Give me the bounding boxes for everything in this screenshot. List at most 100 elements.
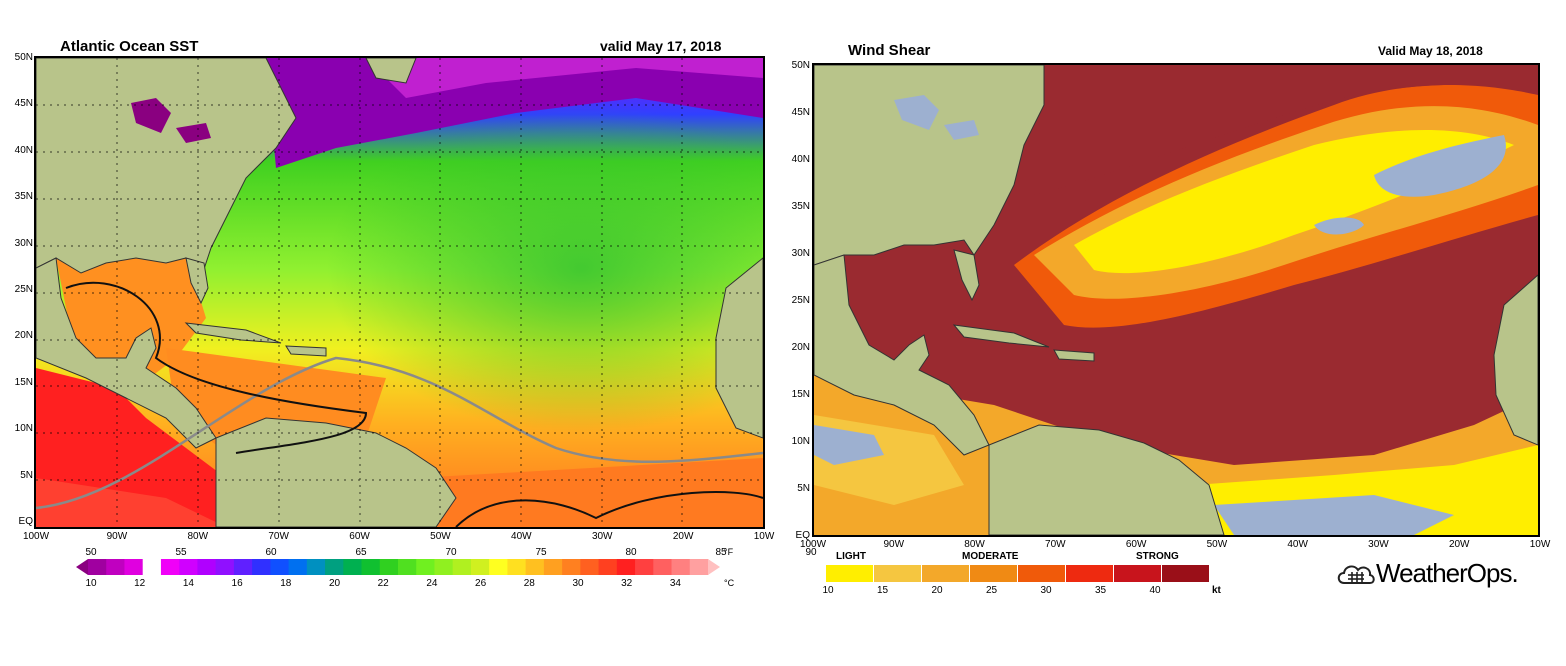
sst-lon-label: 80W <box>187 531 209 542</box>
sst-colorbar-bin <box>470 559 490 575</box>
sst-f-tick-label: 85 <box>715 547 727 558</box>
shear-tick-label: 30 <box>1040 585 1052 596</box>
sst-colorbar-bin <box>124 559 144 575</box>
sst-lat-label: 50N <box>14 52 33 63</box>
sst-c-tick-label: 30 <box>572 578 584 589</box>
sst-colorbar-bin <box>416 559 435 575</box>
sst-lat-label: 30N <box>14 237 33 249</box>
shear-category-moderate: MODERATE <box>962 551 1019 562</box>
sst-lon-label: 100W <box>22 531 50 542</box>
sst-colorbar-bin <box>142 559 162 575</box>
shear-lon-label: 60W <box>1125 539 1147 550</box>
sst-lon-label: 60W <box>349 531 370 542</box>
sst-colorbar-bin <box>543 559 563 575</box>
shear-valid-date: Valid May 18, 2018 <box>1378 44 1483 58</box>
sst-colorbar-bin <box>325 559 344 575</box>
sst-colorbar-bin <box>160 559 180 575</box>
sst-colorbar-bin <box>197 559 217 575</box>
shear-category-light: LIGHT <box>836 551 866 562</box>
sst-colorbar-bin <box>507 559 527 575</box>
sst-colorbar-bin <box>179 559 198 575</box>
weatherops-logo-text: WeatherOps. <box>1376 558 1519 588</box>
shear-title: Wind Shear <box>848 42 931 59</box>
sst-colorbar-bin <box>361 559 381 575</box>
shear-colorbar-bin <box>1066 565 1113 582</box>
shear-colorbar-bin <box>1114 565 1161 582</box>
sst-colorbar-bin <box>562 559 581 575</box>
sst-lon-label: 90W <box>106 531 128 542</box>
sst-colorbar-bin <box>653 559 673 575</box>
shear-lon-label: 30W <box>1368 539 1389 550</box>
shear-lon-label: 70W <box>1045 539 1066 550</box>
shear-colorbar <box>826 565 1209 582</box>
shear-colorbar-bin <box>922 565 969 582</box>
sst-f-tick-label: 60 <box>265 547 277 558</box>
sst-colorbar-bin <box>343 559 363 575</box>
sst-c-tick-label: 28 <box>523 578 535 589</box>
sst-colorbar-bin <box>252 559 271 575</box>
shear-tick-label: 40 <box>1149 585 1161 596</box>
shear-colorbar-bin <box>970 565 1017 582</box>
sst-lat-label: 35N <box>14 191 33 203</box>
sst-colorbar-min-arrow <box>76 559 88 575</box>
sst-colorbar-bin <box>88 559 107 575</box>
sst-lon-label: 20W <box>672 531 694 542</box>
sst-colorbar-bin <box>671 559 691 575</box>
shear-lat-label: 50N <box>791 60 810 71</box>
sst-title: Atlantic Ocean SST <box>60 38 199 55</box>
shear-map <box>812 63 1540 537</box>
sst-lat-label: 20N <box>14 330 33 342</box>
shear-tick-label: 10 <box>822 585 834 596</box>
sst-lon-label: 30W <box>591 531 613 542</box>
shear-colorbar-bin <box>1162 565 1209 582</box>
sst-colorbar-max-arrow <box>708 559 720 575</box>
sst-colorbar-bin <box>452 559 472 575</box>
sst-c-tick-label: 26 <box>475 578 487 589</box>
sst-c-tick-label: 14 <box>182 578 194 589</box>
sst-valid-date: valid May 17, 2018 <box>600 38 722 54</box>
shear-lon-label: 10W <box>1529 539 1551 550</box>
sst-colorbar <box>76 559 720 575</box>
sst-c-tick-label: 16 <box>231 578 243 589</box>
sst-lat-label: 5N <box>20 469 33 481</box>
sst-map <box>34 56 765 529</box>
sst-colorbar-bin <box>215 559 235 575</box>
shear-lon-label: 20W <box>1448 539 1470 550</box>
sst-colorbar-bin <box>616 559 636 575</box>
shear-lat-label: 45N <box>791 107 810 118</box>
shear-lon-label: 50W <box>1206 539 1228 550</box>
sst-lat-label: EQ <box>18 516 33 527</box>
sst-lat-label: 10N <box>14 423 33 435</box>
shear-colorbar-bin <box>1018 565 1065 582</box>
sst-f-tick-label: 55 <box>175 547 187 558</box>
sst-celsius-unit: °C <box>724 578 735 588</box>
shear-tick-label: 25 <box>985 585 998 596</box>
sst-c-tick-label: 22 <box>377 578 389 589</box>
shear-lat-label: 10N <box>791 436 810 447</box>
shear-lat-label: EQ <box>795 530 810 541</box>
sst-colorbar-bin <box>525 559 545 575</box>
sst-colorbar-bin <box>434 559 454 575</box>
sst-c-tick-label: 18 <box>280 578 292 589</box>
shear-colorbar-bin <box>874 565 921 582</box>
sst-lon-label: 10W <box>753 531 775 542</box>
sst-lat-label: 25N <box>14 284 33 295</box>
sst-colorbar-bin <box>635 559 654 575</box>
sst-f-tick-label: 70 <box>445 547 457 558</box>
shear-lon-label: 40W <box>1287 539 1308 550</box>
shear-tick-label: 35 <box>1094 585 1107 596</box>
sst-fahrenheit-unit: °F <box>724 547 734 557</box>
shear-lat-label: 20N <box>791 342 810 353</box>
shear-tick-label: 20 <box>931 585 943 596</box>
shear-unit: kt <box>1212 585 1221 596</box>
sst-colorbar-bin <box>233 559 253 575</box>
shear-lon-label: 80W <box>964 539 985 550</box>
sst-c-tick-label: 20 <box>328 578 341 589</box>
sst-lon-label: 70W <box>268 531 289 542</box>
shear-lat-label: 15N <box>791 389 810 400</box>
shear-lon-label: 90W <box>883 539 905 550</box>
sst-colorbar-bin <box>489 559 508 575</box>
shear-colorbar-bin <box>826 565 873 582</box>
sst-lat-label: 40N <box>14 144 33 156</box>
sst-colorbar-bin <box>689 559 709 575</box>
